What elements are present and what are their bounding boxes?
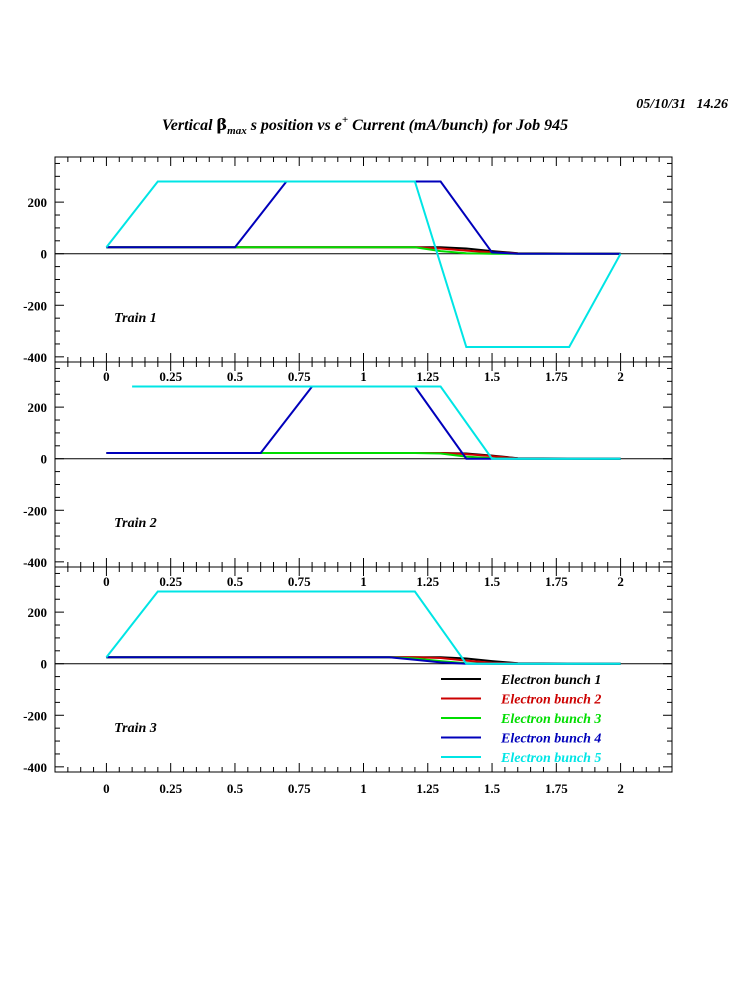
y-tick-label: 200 [28, 195, 48, 210]
panel-train-3: 200 0 -200 -400 0 0.25 0.5 0.75 1 1.25 1.5 1.75 2 Tra… [23, 566, 673, 796]
x-tick-label: 0.25 [159, 369, 182, 384]
x-tick-label: 1 [360, 574, 367, 589]
series-line-4 [106, 180, 621, 255]
x-tick-label: 1.25 [416, 369, 439, 384]
x-tick-label: 1.5 [484, 781, 501, 796]
timestamp: 05/10/31 14.26 [636, 97, 728, 112]
y-tick-label: -400 [23, 760, 47, 775]
y-tick-label: 200 [28, 400, 48, 415]
legend-entry: Electron bunch 5 [500, 751, 601, 766]
series-line-4 [106, 385, 621, 460]
x-tick-label: 0 [103, 781, 110, 796]
x-tick-label: 0.75 [288, 369, 311, 384]
x-tick-label: 2 [617, 574, 624, 589]
x-tick-label: 1.75 [545, 781, 568, 796]
x-tick-label: 0.75 [288, 781, 311, 796]
x-tick-label: 0.25 [159, 574, 182, 589]
y-tick-label: -400 [23, 350, 47, 365]
panel-label: Train 2 [114, 516, 157, 531]
x-tick-label: 1.5 [484, 369, 501, 384]
panel-train-2: 200 0 -200 -400 0 0.25 0.5 0.75 1 1.25 1.5 1.75 2 Tra… [23, 361, 673, 589]
panel-train-1: 200 0 -200 -400 0 0.25 0.5 0.75 1 1.25 1.5 1.75 2 Tra… [23, 156, 673, 384]
legend-entry: Electron bunch 3 [500, 712, 601, 727]
panel-frame [54, 156, 673, 363]
x-tick-label: 2 [617, 781, 624, 796]
x-tick-label: 0.5 [227, 781, 244, 796]
y-tick-label: -200 [23, 298, 47, 313]
y-tick-label: -200 [23, 708, 47, 723]
panel-frame [54, 361, 673, 568]
x-tick-label: 0.25 [159, 781, 182, 796]
x-tick-label: 0.5 [227, 369, 244, 384]
series-line-5 [105, 180, 622, 348]
legend-entry: Electron bunch 1 [500, 673, 601, 688]
axis-ticks [54, 157, 673, 362]
x-tick-label: 2 [617, 369, 624, 384]
x-tick-label: 1.25 [416, 574, 439, 589]
series-line-5 [132, 385, 621, 460]
x-tick-label: 1.5 [484, 574, 501, 589]
panel-label: Train 3 [114, 721, 157, 736]
x-tick-label: 0 [103, 574, 110, 589]
x-tick-label: 0.5 [227, 574, 244, 589]
y-tick-label: -200 [23, 503, 47, 518]
x-tick-label: 1.25 [416, 781, 439, 796]
legend-entry: Electron bunch 2 [500, 693, 601, 708]
x-tick-label: 0.75 [288, 574, 311, 589]
series-line-5 [105, 590, 621, 665]
chart-title: Vertical βmax s position vs e+ Current (… [162, 114, 568, 137]
x-tick-label: 1.75 [545, 574, 568, 589]
y-tick-label: 0 [41, 657, 48, 672]
legend-entry: Electron bunch 4 [500, 732, 601, 747]
panel-label: Train 1 [114, 311, 157, 326]
y-tick-label: -400 [23, 555, 47, 570]
x-tick-label: 1 [360, 781, 367, 796]
x-tick-label: 1 [360, 369, 367, 384]
x-tick-label: 0 [103, 369, 110, 384]
x-tick-label: 1.75 [545, 369, 568, 384]
y-tick-label: 0 [41, 452, 48, 467]
y-tick-label: 200 [28, 605, 48, 620]
y-tick-label: 0 [41, 247, 48, 262]
axis-ticks [54, 362, 673, 567]
legend: Electron bunch 1 Electron bunch 2 Electron… [441, 673, 601, 766]
